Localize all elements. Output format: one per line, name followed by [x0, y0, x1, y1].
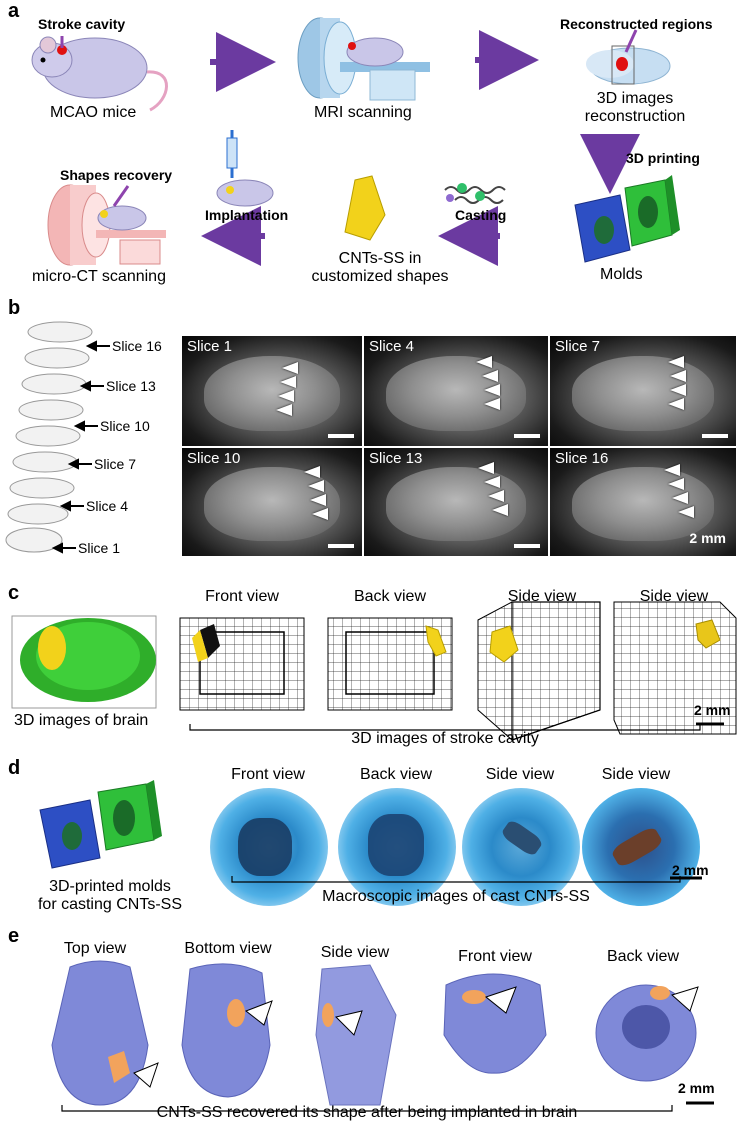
reconstruction-label-line1: 3D images	[596, 90, 674, 107]
cavity-side-view-1	[477, 601, 601, 741]
e-front-view-title: Front view	[458, 948, 532, 965]
cavity-back-view	[327, 617, 453, 711]
d-front-view-title: Front view	[231, 766, 305, 783]
stack-label-16: Slice 16	[112, 338, 162, 354]
macro-front-view-image	[210, 788, 328, 906]
c-side-view-title-1: Side view	[507, 588, 577, 605]
brain-3d-caption: 3D images of brain	[14, 712, 149, 729]
micro-ct-illustration	[47, 184, 166, 266]
stack-label-4: Slice 4	[86, 498, 129, 514]
macro-back-view-image	[338, 788, 456, 906]
skull-top-view	[51, 960, 159, 1106]
mri-tile-label: Slice 7	[555, 338, 601, 355]
skull-back-view	[595, 984, 699, 1082]
mouse-mcao-illustration	[31, 36, 168, 112]
molds-caption-line2: for casting CNTs-SS	[37, 896, 183, 913]
stack-label-10: Slice 10	[100, 418, 150, 434]
d-back-view-title: Back view	[359, 766, 433, 783]
mri-tile-slice-1: Slice 1	[182, 336, 362, 446]
e-side-view-title: Side view	[320, 944, 390, 961]
c-side-view-title-2: Side view	[639, 588, 709, 605]
panel-a-graphics	[31, 17, 680, 266]
cavity-side-view-2	[613, 601, 737, 735]
stroke-cavity-label: Stroke cavity	[38, 16, 126, 32]
casting-label: Casting	[455, 207, 507, 223]
e-back-view-title: Back view	[606, 948, 680, 965]
c-back-view-title: Back view	[353, 588, 427, 605]
molds-illustration-a	[574, 175, 680, 263]
stack-label-7: Slice 7	[94, 456, 137, 472]
mri-tile-label: Slice 10	[187, 450, 241, 467]
panel-e-label: e	[8, 925, 20, 947]
mri-tile-label: Slice 13	[369, 450, 423, 467]
macro-side-view-image-2	[582, 788, 700, 906]
cavity-front-view	[179, 617, 305, 711]
reconstructed-regions-label: Reconstructed regions	[560, 16, 713, 32]
mri-tile-slice-13: Slice 13	[364, 448, 548, 556]
panel-d-bracket	[231, 876, 702, 883]
3d-printing-label: 3D printing	[626, 150, 700, 166]
d-scale-label: 2 mm	[672, 862, 709, 878]
panel-b-label: b	[8, 297, 21, 319]
panel-a-label: a	[8, 0, 20, 22]
mri-tile-label: Slice 16	[555, 450, 609, 467]
macro-caption: Macroscopic images of cast CNTs-SS	[322, 888, 590, 905]
mri-tile-slice-16: Slice 16 2 mm	[550, 448, 736, 556]
skull-side-view	[315, 964, 397, 1106]
skull-bottom-view	[181, 963, 273, 1098]
mcao-mice-label: MCAO mice	[50, 104, 137, 121]
panel-c-graphics	[11, 601, 737, 741]
implantation-label: Implantation	[205, 207, 289, 223]
c-front-view-title: Front view	[205, 588, 279, 605]
e-scale-label: 2 mm	[678, 1080, 715, 1096]
mri-tile-label: Slice 4	[369, 338, 415, 355]
panel-e-graphics	[51, 960, 714, 1112]
slice-stack-graphic	[5, 321, 110, 554]
reconstruction-label-line2: reconstruction	[584, 108, 686, 125]
macro-side-view-image-1	[462, 788, 580, 906]
d-side-view-title-1: Side view	[485, 766, 555, 783]
micro-ct-label: micro-CT scanning	[32, 268, 166, 285]
e-top-view-title: Top view	[63, 940, 127, 957]
mri-tile-slice-7: Slice 7	[550, 336, 736, 446]
cnts-ss-shape	[344, 175, 386, 241]
cavity-3d-caption: 3D images of stroke cavity	[351, 730, 539, 747]
e-caption: CNTs-SS recovered its shape after being …	[156, 1104, 578, 1121]
molds-label: Molds	[600, 266, 643, 283]
molds-caption-line1: 3D-printed molds	[49, 878, 171, 895]
brain-3d-image	[11, 615, 157, 709]
mri-tile-slice-10: Slice 10	[182, 448, 362, 556]
c-scale-label: 2 mm	[694, 702, 731, 718]
mri-scanning-label: MRI scanning	[314, 104, 412, 121]
skull-front-view	[443, 973, 547, 1074]
cnts-ss-label-line1: CNTs-SS in	[338, 250, 422, 267]
casting-illustration	[444, 183, 506, 204]
reconstruction-brain-illustration	[586, 29, 671, 85]
mri-scale-label: 2 mm	[689, 530, 726, 546]
molds-3d-printed	[39, 780, 162, 869]
stack-label-1: Slice 1	[78, 540, 121, 556]
d-side-view-title-2: Side view	[601, 766, 671, 783]
mri-tile-label: Slice 1	[187, 338, 233, 355]
cnts-ss-label-line2: customized shapes	[311, 268, 449, 285]
mri-tile-slice-4: Slice 4	[364, 336, 548, 446]
e-bottom-view-title: Bottom view	[184, 940, 272, 957]
panel-d-label: d	[8, 757, 21, 779]
panel-c-label: c	[8, 582, 20, 604]
implantation-illustration	[216, 130, 274, 207]
shapes-recovery-label: Shapes recovery	[60, 167, 173, 183]
mri-scanner-illustration	[297, 17, 430, 101]
stack-label-13: Slice 13	[106, 378, 156, 394]
